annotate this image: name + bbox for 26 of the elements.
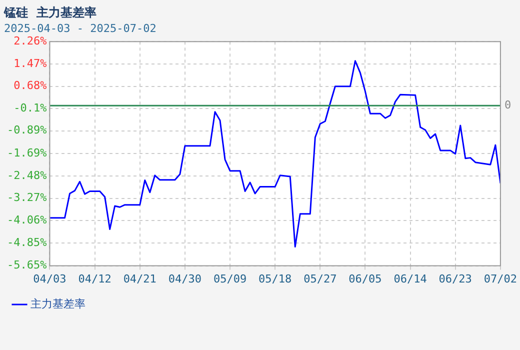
x-tick-label: 06/14: [394, 272, 428, 286]
x-tick-label: 04/12: [78, 272, 112, 286]
y-tick-label: -4.85%: [6, 236, 48, 249]
y-tick-label: 1.47%: [14, 56, 48, 70]
x-tick-label: 06/23: [438, 272, 472, 286]
ref-line-label: 0: [504, 98, 512, 112]
y-tick-label: -5.65%: [6, 258, 48, 272]
x-tick-label: 06/05: [348, 272, 382, 286]
x-tick-label: 04/30: [168, 272, 202, 286]
y-tick-label: -2.48%: [6, 168, 48, 182]
chart-title: 锰硅 主力基差率: [3, 5, 96, 20]
x-tick-label: 05/18: [258, 272, 292, 286]
chart-subtitle: 2025-04-03 - 2025-07-02: [4, 22, 156, 35]
y-tick-label: 2.26%: [14, 34, 48, 48]
y-tick-label: 0.68%: [14, 79, 48, 92]
x-tick-label: 04/03: [33, 272, 66, 286]
y-tick-label: -1.69%: [6, 146, 48, 160]
y-tick-label: -3.27%: [6, 191, 48, 204]
x-tick-label: 05/27: [304, 272, 337, 286]
x-tick-label: 07/02: [484, 272, 518, 286]
y-tick-label: -4.06%: [6, 214, 48, 227]
legend-label: 主力基差率: [30, 297, 86, 310]
y-tick-label: -0.89%: [6, 124, 48, 137]
x-tick-label: 05/09: [213, 272, 247, 286]
y-tick-label: -0.1%: [14, 101, 48, 114]
x-tick-label: 04/21: [123, 272, 156, 286]
